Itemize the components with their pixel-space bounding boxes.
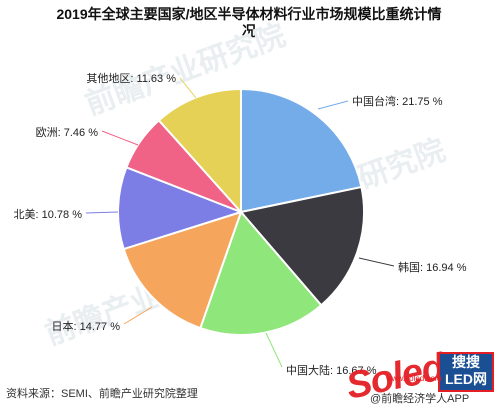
chart-title-line1: 2019年全球主要国家/地区半导体材料行业市场规模比重统计情 [56, 6, 442, 22]
leader-line-1 [358, 257, 395, 267]
slice-label-1: 韩国: 16.94 % [398, 260, 467, 274]
pie-slice-6[interactable] [157, 87, 242, 215]
pie-slice-3[interactable] [122, 210, 243, 330]
leader-line-2 [265, 332, 283, 368]
watermark-url: www.soled.com [386, 374, 442, 383]
watermark-box: 搜搜 LED网 [438, 352, 494, 392]
leader-line-3 [123, 306, 153, 325]
slice-label-2: 中国大陆: 16.67 % [286, 363, 377, 377]
leader-line-5 [101, 130, 139, 146]
footer-source: 资料来源：SEMI、前瞻产业研究院整理 [6, 388, 198, 400]
slice-label-4: 北美: 10.78 % [14, 208, 83, 221]
slice-label-0: 中国台湾: 21.75 % [352, 94, 443, 108]
slice-label-5: 欧洲: 7.46 % [36, 126, 99, 139]
watermark-box-line1: 搜搜 [452, 354, 480, 370]
leader-line-6 [179, 77, 197, 99]
pie-slice-1[interactable] [239, 185, 365, 307]
chart-title-line2: 况 [242, 23, 256, 39]
footer-app-credit: @前瞻经济学人APP [370, 393, 470, 405]
chart-title: 2019年全球主要国家/地区半导体材料行业市场规模比重统计情 况 [0, 6, 498, 40]
watermark-box-line2: LED网 [445, 371, 487, 387]
leader-line-0 [317, 100, 349, 110]
slice-label-3: 日本: 14.77 % [52, 319, 121, 333]
leader-line-4 [85, 211, 119, 214]
pie-slice-0[interactable] [240, 87, 363, 214]
slice-label-6: 其他地区: 11.63 % [86, 72, 176, 85]
pie-slice-4[interactable] [117, 166, 245, 251]
